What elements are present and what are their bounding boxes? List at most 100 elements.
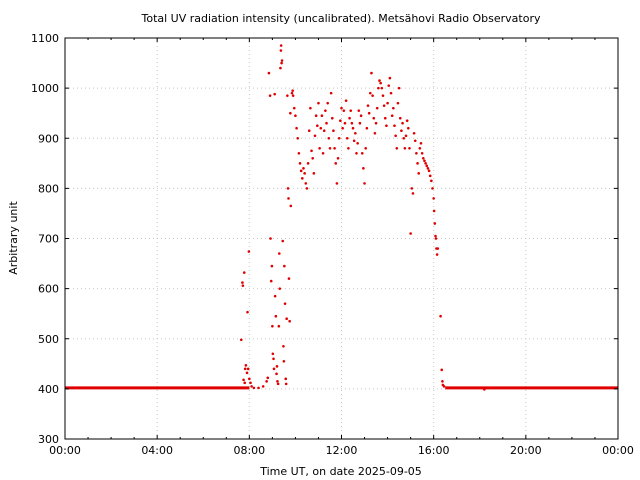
data-point xyxy=(243,367,247,371)
data-point xyxy=(410,187,414,190)
data-point xyxy=(408,146,411,150)
data-point xyxy=(442,385,446,388)
data-point xyxy=(390,114,394,117)
x-tick-label: 04:00 xyxy=(141,444,173,457)
x-tick-label: 12:00 xyxy=(326,444,358,457)
y-tick-label: 900 xyxy=(38,132,59,145)
x-tick-label: 08:00 xyxy=(233,444,265,457)
data-point xyxy=(436,247,440,250)
data-point xyxy=(292,106,296,110)
data-point xyxy=(298,162,302,165)
data-point xyxy=(401,121,404,125)
data-point xyxy=(243,381,247,385)
data-point xyxy=(291,94,295,97)
data-point xyxy=(433,222,437,225)
data-point xyxy=(393,124,396,128)
data-point xyxy=(244,364,248,367)
data-point xyxy=(245,371,249,375)
data-point xyxy=(413,139,417,143)
data-point xyxy=(291,89,294,92)
data-point xyxy=(419,141,423,145)
data-point xyxy=(324,109,327,112)
data-point xyxy=(377,86,380,90)
data-point xyxy=(309,106,312,110)
data-point xyxy=(269,237,272,240)
data-point xyxy=(344,99,348,102)
data-point xyxy=(387,84,391,87)
data-point xyxy=(421,157,425,160)
data-point xyxy=(339,119,342,123)
data-point xyxy=(365,126,369,130)
data-point xyxy=(378,79,381,82)
y-tick-label: 600 xyxy=(38,283,59,296)
data-point xyxy=(281,239,285,243)
data-point xyxy=(412,131,416,135)
data-point xyxy=(241,281,244,284)
data-point xyxy=(279,49,283,52)
data-point xyxy=(374,121,378,125)
data-point xyxy=(385,124,388,128)
x-tick-label: 00:00 xyxy=(49,444,81,457)
data-point xyxy=(405,119,409,123)
data-point xyxy=(418,146,422,150)
data-point xyxy=(370,71,373,75)
data-point xyxy=(342,109,346,112)
data-point xyxy=(276,382,280,386)
data-point xyxy=(306,162,310,165)
data-point xyxy=(271,324,274,328)
data-point xyxy=(397,86,401,90)
data-point xyxy=(394,134,397,138)
data-point xyxy=(275,365,279,368)
data-point xyxy=(428,174,432,178)
data-point xyxy=(313,134,317,138)
data-point xyxy=(369,91,372,95)
y-tick-label: 500 xyxy=(38,333,59,346)
data-point xyxy=(404,134,408,138)
data-point xyxy=(273,294,277,298)
data-point xyxy=(336,157,340,160)
y-tick-label: 400 xyxy=(38,383,59,396)
data-point xyxy=(297,151,301,155)
data-point xyxy=(247,250,251,253)
data-point xyxy=(371,94,374,97)
data-point xyxy=(372,116,376,120)
data-point xyxy=(392,106,395,110)
data-point xyxy=(389,91,393,95)
data-point xyxy=(386,101,389,105)
data-point xyxy=(403,146,407,150)
data-point xyxy=(427,169,431,173)
data-point xyxy=(282,360,286,363)
data-point xyxy=(301,177,304,180)
data-point xyxy=(432,197,435,200)
data-point xyxy=(252,386,256,390)
data-point xyxy=(242,378,245,382)
data-point xyxy=(334,162,338,165)
data-point xyxy=(407,126,410,130)
data-point xyxy=(267,71,271,75)
data-point xyxy=(284,382,288,386)
data-point xyxy=(320,114,324,117)
data-point xyxy=(328,146,332,150)
data-point xyxy=(270,264,274,268)
data-point xyxy=(271,352,275,356)
y-tick-labels: 300 400 500 600 700 800 900 1000 1100 xyxy=(31,32,59,446)
data-point xyxy=(242,271,246,274)
data-point xyxy=(354,131,357,135)
data-point xyxy=(316,124,319,128)
data-point xyxy=(285,317,288,321)
x-axis-label: Time UT, on date 2025-09-05 xyxy=(259,465,422,478)
data-point xyxy=(362,167,365,170)
data-point xyxy=(276,380,279,383)
data-point xyxy=(355,151,358,155)
data-point xyxy=(246,367,250,371)
data-point xyxy=(402,136,406,140)
axis-ticks xyxy=(64,37,619,440)
data-point xyxy=(307,129,311,133)
data-point xyxy=(288,319,291,323)
data-point xyxy=(379,81,382,85)
data-point xyxy=(332,129,335,133)
data-point xyxy=(283,302,287,305)
y-axis-label: Arbitrary unit xyxy=(7,201,20,275)
data-point xyxy=(425,164,429,168)
